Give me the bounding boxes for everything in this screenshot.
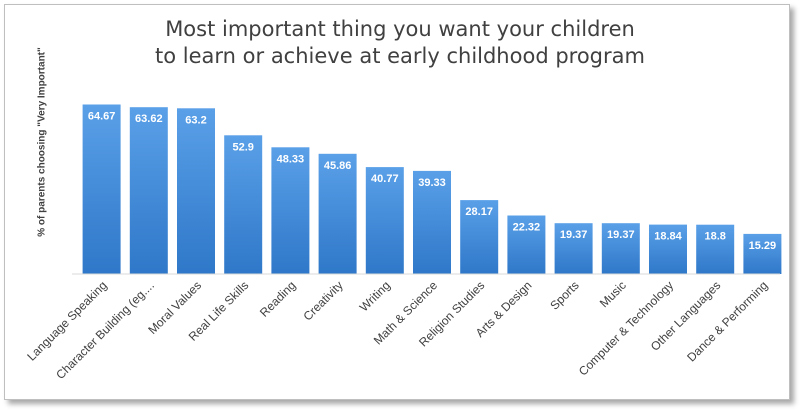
x-tick-label: Language Speaking bbox=[24, 278, 109, 363]
chart-title: Most important thing you want your child… bbox=[150, 16, 650, 70]
bar bbox=[82, 104, 121, 274]
x-tick-label: Reading bbox=[257, 278, 299, 320]
bar bbox=[318, 153, 357, 274]
x-tick-label: Computer & Technology bbox=[576, 278, 676, 378]
bar-value-label: 64.67 bbox=[88, 111, 116, 123]
bar bbox=[507, 215, 546, 274]
x-tick-label: Sports bbox=[547, 278, 581, 312]
bar bbox=[129, 107, 168, 274]
bar-value-label: 63.2 bbox=[185, 114, 206, 126]
value-labels-group: 64.67 63.62 63.2 52.9 48.33 45.86 40.77 39.33 28… bbox=[88, 111, 776, 252]
bar bbox=[649, 224, 687, 274]
bar-value-label: 19.37 bbox=[607, 229, 635, 241]
chart-title-line-2: to learn or achieve at early childhood p… bbox=[155, 44, 645, 68]
bar-value-label: 28.17 bbox=[465, 206, 493, 218]
bar-value-label: 18.84 bbox=[654, 231, 682, 243]
bars-group bbox=[82, 104, 782, 274]
bar bbox=[554, 223, 593, 274]
bar bbox=[271, 147, 310, 274]
bar-value-label: 22.32 bbox=[513, 222, 541, 234]
bar-value-label: 45.86 bbox=[324, 160, 352, 172]
bar-value-label: 19.37 bbox=[560, 229, 588, 241]
bar-value-label: 39.33 bbox=[418, 177, 446, 189]
x-tick-label: Character Building (eg.... bbox=[53, 278, 157, 382]
bar bbox=[177, 108, 215, 274]
bar bbox=[460, 200, 499, 274]
bar-value-label: 40.77 bbox=[371, 173, 399, 185]
x-tick-label: Creativity bbox=[300, 278, 345, 323]
bar-value-label: 15.29 bbox=[749, 240, 777, 252]
x-tick-label: Dance & Performing bbox=[684, 278, 770, 364]
bar-value-label: 63.62 bbox=[135, 113, 163, 125]
bar bbox=[413, 170, 451, 274]
bar bbox=[743, 233, 782, 274]
bar bbox=[365, 167, 404, 274]
bar bbox=[601, 223, 640, 274]
x-tick-label: Music bbox=[597, 278, 629, 310]
bar bbox=[224, 135, 263, 274]
bar-value-label: 18.8 bbox=[704, 231, 725, 243]
bar bbox=[696, 224, 735, 274]
bar-value-label: 48.33 bbox=[277, 153, 305, 165]
bar-value-label: 52.9 bbox=[232, 141, 253, 153]
x-tick-label: Writing bbox=[357, 278, 393, 314]
chart-title-line-1: Most important thing you want your child… bbox=[165, 17, 635, 41]
